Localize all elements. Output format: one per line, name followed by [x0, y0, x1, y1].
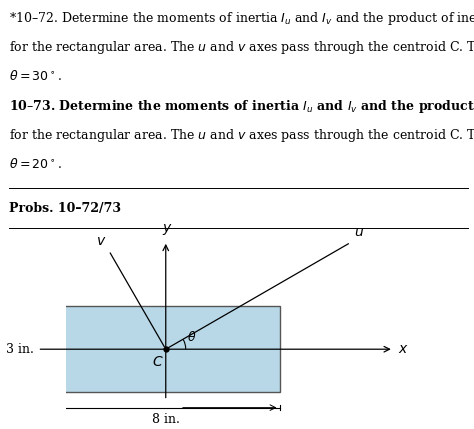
Text: *10–72. Determine the moments of inertia $I_u$ and $I_v$ and the product of iner: *10–72. Determine the moments of inertia…: [9, 10, 474, 27]
Text: $\theta = 30^\circ$.: $\theta = 30^\circ$.: [9, 69, 63, 83]
Text: for the rectangular area. The $u$ and $v$ axes pass through the centroid C. Take: for the rectangular area. The $u$ and $v…: [9, 39, 474, 57]
Text: $C$: $C$: [152, 356, 164, 369]
Bar: [52, 306, 280, 392]
Text: 10–73. Determine the moments of inertia $I_u$ and $I_v$ and the product of inert: 10–73. Determine the moments of inertia …: [9, 98, 474, 115]
Text: for the rectangular area. The $u$ and $v$ axes pass through the centroid C. Take: for the rectangular area. The $u$ and $v…: [9, 127, 474, 144]
Text: $y$: $y$: [162, 222, 173, 237]
Text: 8 in.: 8 in.: [152, 413, 180, 426]
Text: 3 in.: 3 in.: [6, 343, 34, 356]
Text: $x$: $x$: [398, 342, 409, 356]
Text: Probs. 10–72/73: Probs. 10–72/73: [9, 202, 121, 215]
Text: $u$: $u$: [354, 226, 364, 239]
Text: $\theta$: $\theta$: [187, 330, 197, 344]
Text: $\theta = 20^\circ$.: $\theta = 20^\circ$.: [9, 157, 63, 171]
Text: $v$: $v$: [96, 234, 106, 248]
